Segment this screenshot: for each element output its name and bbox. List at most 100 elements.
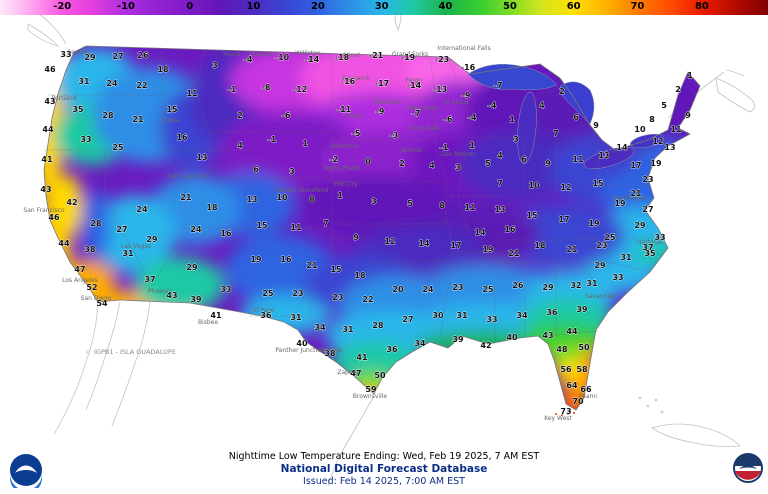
legend-tick-label: 70: [630, 1, 645, 12]
station-temp-label: -7: [494, 81, 503, 90]
station-temp-label: 3: [212, 61, 218, 70]
station-temp-label: 10: [276, 193, 288, 202]
station-temp-label: 19: [482, 245, 494, 254]
city-label: Del Rio: [321, 347, 343, 354]
station-temp-label: 21: [508, 249, 520, 258]
station-temp-label: 9: [545, 159, 551, 168]
station-temp-label: 36: [260, 311, 272, 320]
station-temp-label: 42: [66, 198, 77, 207]
legend-tick-label: 80: [694, 1, 709, 12]
station-temp-label: 1: [337, 191, 343, 200]
station-temp-label: -17: [375, 79, 389, 88]
station-temp-label: 33: [654, 233, 665, 242]
station-temp-label: 15: [256, 221, 268, 230]
station-temp-label: 41: [210, 311, 222, 320]
city-label: Brownsville: [353, 393, 388, 400]
city-label-layer: Seattle Portland Boise Havre Glasgow Willisto…: [23, 45, 663, 422]
station-temp-label: -9: [462, 91, 471, 100]
station-temp-label: 18: [157, 65, 169, 74]
legend-tick-label: -10: [116, 1, 135, 12]
city-label: Zapata: [337, 369, 359, 376]
city-label: St Cloud: [443, 99, 468, 106]
map-caption: Nighttime Low Temperature Ending: Wed, F…: [228, 451, 540, 462]
station-temp-label: 33: [612, 273, 623, 282]
city-label: Seattle: [67, 49, 89, 56]
station-temp-label: 19: [250, 255, 262, 264]
station-temp-label: 34: [516, 311, 528, 320]
city-label: Washington: [612, 195, 647, 202]
station-temp-label: 4: [497, 151, 503, 160]
station-temp-label: 24: [422, 285, 434, 294]
great-lakes: [467, 64, 664, 170]
station-temp-label: -2: [330, 155, 339, 164]
station-temp-label: 23: [452, 283, 463, 292]
station-temp-label: 50: [578, 343, 590, 352]
station-temp-label: 33: [60, 50, 71, 59]
city-label: Aberdeen: [374, 99, 403, 106]
station-temp-label: 3: [513, 135, 519, 144]
station-temp-label: 21: [306, 261, 318, 270]
station-temp-label: 44: [58, 239, 70, 248]
station-temp-label: -18: [335, 53, 350, 62]
station-temp-label: 31: [290, 313, 302, 322]
city-label: Goodland: [300, 187, 329, 194]
station-temp-label: 33: [486, 315, 497, 324]
station-temp-label: 17: [630, 161, 641, 170]
station-temp-label: 10: [634, 125, 646, 134]
station-temp-label: -23: [435, 55, 449, 64]
station-temp-label: 34: [414, 339, 426, 348]
station-temp-label: 31: [122, 249, 134, 258]
station-temp-label: 14: [418, 239, 430, 248]
station-temp-label: 31: [586, 279, 598, 288]
station-temp-label: 4: [429, 161, 435, 170]
station-temp-label: 64: [566, 381, 578, 390]
station-temp-label: 9: [685, 111, 691, 120]
station-temp-label: 46: [48, 213, 60, 222]
city-label: Panther Junction: [275, 347, 324, 354]
station-temp-label: 5: [485, 159, 491, 168]
station-temp-label: 16: [280, 255, 292, 264]
station-temp-label: 32: [570, 281, 581, 290]
station-temp-label: 33: [80, 135, 91, 144]
legend-tick-label: 10: [246, 1, 261, 12]
station-temp-label: 29: [594, 261, 606, 270]
station-temp-label: 1: [302, 139, 308, 148]
station-temp-label: 14: [474, 228, 486, 237]
station-temp-label: 29: [186, 263, 198, 272]
station-temp-label: 21: [132, 115, 144, 124]
station-temp-label: 16: [220, 229, 232, 238]
legend-tick-label: -20: [53, 1, 72, 12]
station-temp-label: 2: [559, 87, 565, 96]
station-temp-label: -4: [488, 101, 497, 110]
city-label: Norfolk: [401, 147, 423, 154]
legend-tick-label: 20: [310, 1, 325, 12]
station-temp-label: -10: [275, 53, 290, 62]
station-temp-label: -16: [341, 77, 356, 86]
station-temp-label: -14: [407, 81, 422, 90]
temperature-gradient-bar: [0, 0, 768, 15]
legend-tick-label: 0: [186, 1, 194, 12]
station-temp-label: -4: [468, 113, 477, 122]
city-label: Des Moines: [441, 151, 475, 158]
station-temp-label: 9: [353, 233, 359, 242]
city-label: Bisbee: [198, 319, 218, 326]
station-temp-label: 29: [542, 283, 554, 292]
station-temp-label: -6: [282, 111, 291, 120]
nws-logo: [733, 453, 763, 483]
city-label: Bismarck: [342, 75, 370, 82]
station-temp-label: 8: [309, 195, 315, 204]
legend-tick-label: 50: [502, 1, 517, 12]
station-temp-label: -19: [401, 53, 416, 62]
station-temp-label: 21: [180, 193, 192, 202]
station-temp-label: 3: [455, 163, 461, 172]
city-label: Havre: [223, 51, 241, 58]
station-temp-label: 12: [560, 183, 571, 192]
station-temp-label: 22: [362, 295, 373, 304]
station-temp-label: 8: [439, 201, 445, 210]
city-label: San Francisco: [23, 207, 65, 214]
station-temp-label: 43: [40, 185, 51, 194]
station-temp-label: -9: [376, 107, 385, 116]
station-temp-label: 3: [371, 197, 377, 206]
